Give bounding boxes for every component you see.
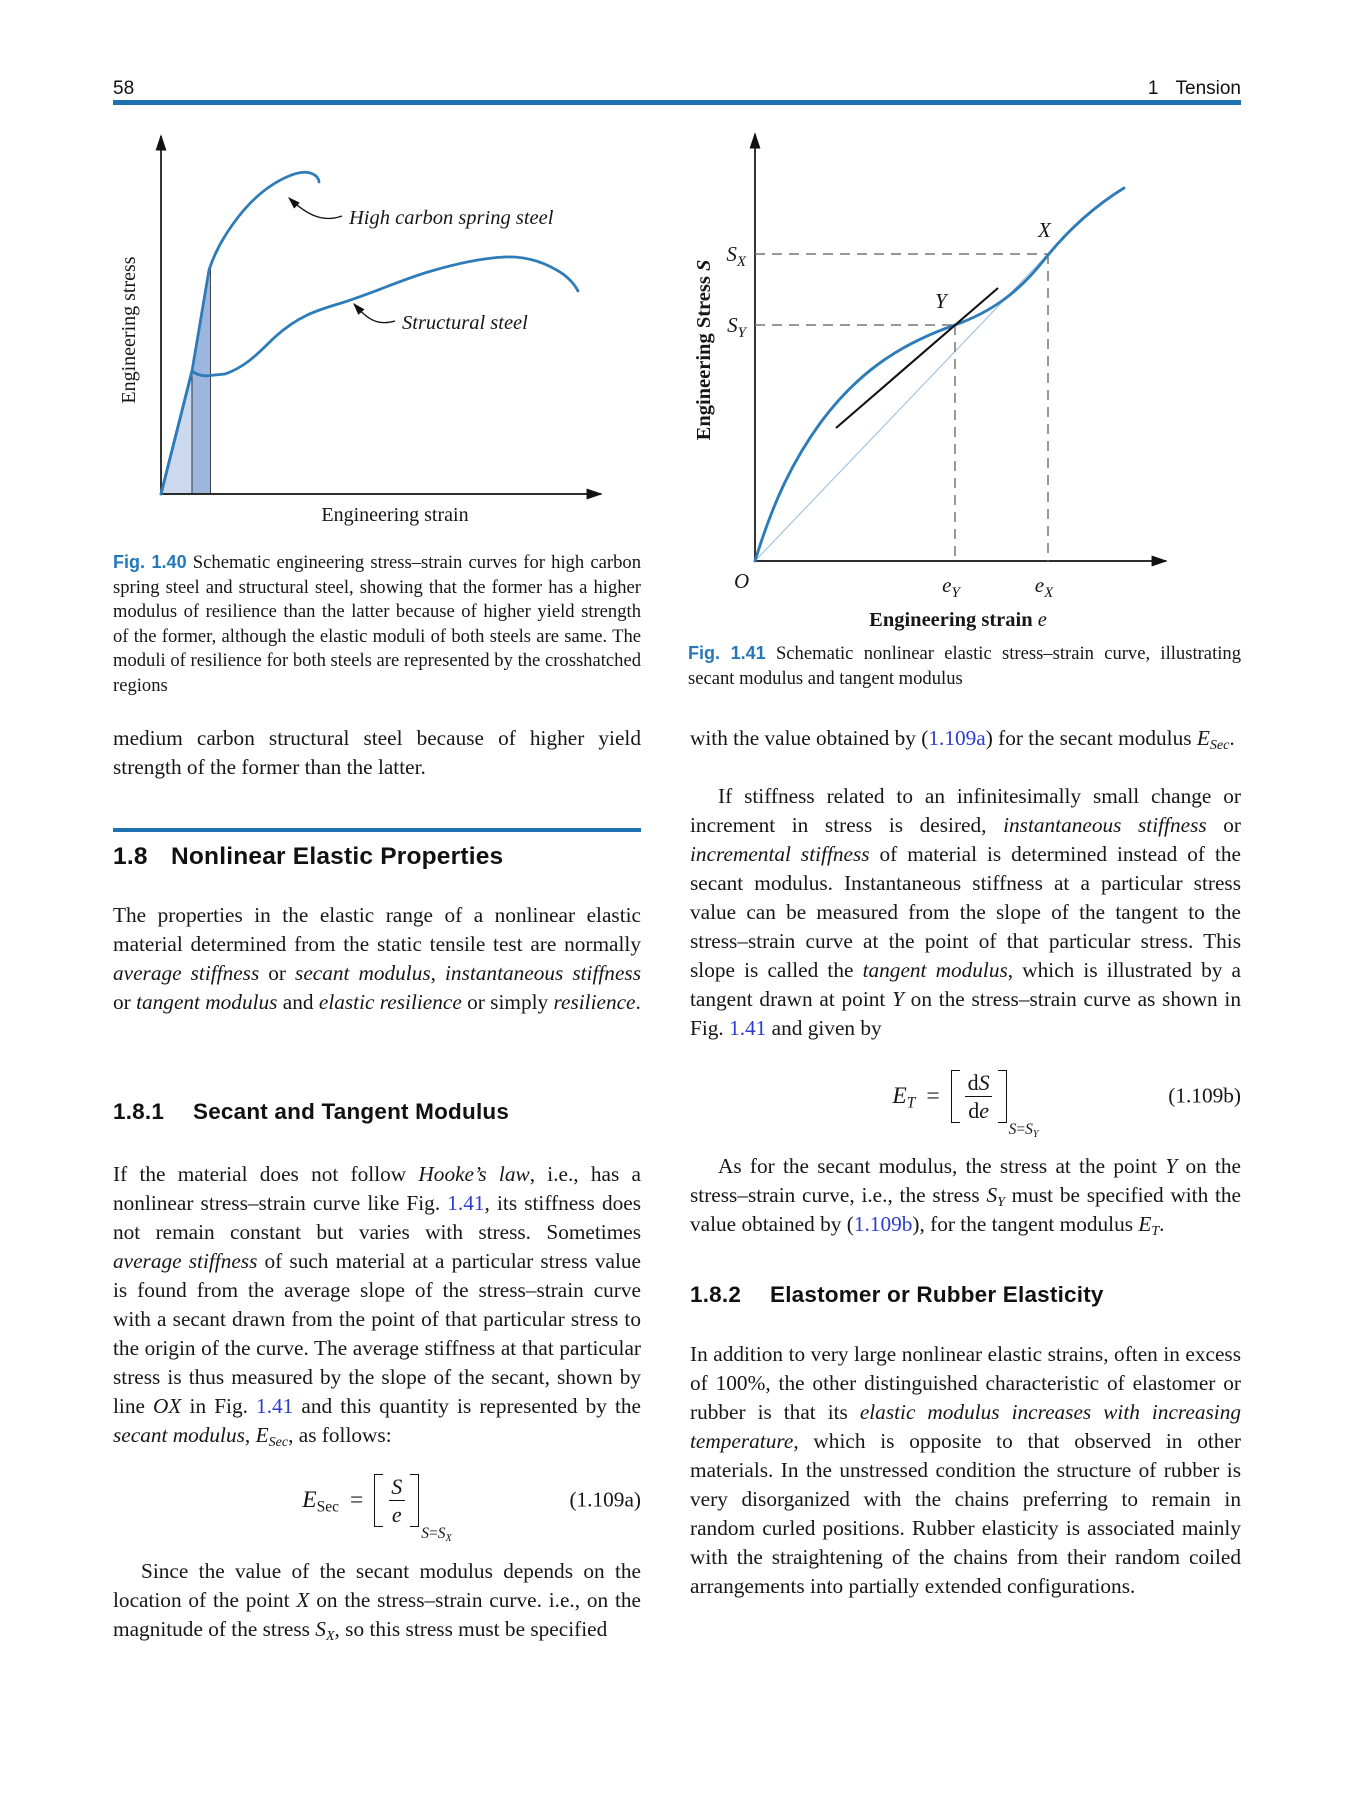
section-number: 1.8.2 xyxy=(690,1282,742,1307)
paragraph: The properties in the elastic range of a… xyxy=(113,903,641,1014)
left-bracket xyxy=(950,1069,960,1123)
section-number: 1.8 xyxy=(113,843,148,870)
point-x-label: X xyxy=(1037,218,1052,242)
page-number: 58 xyxy=(113,78,135,99)
cross-reference-link[interactable]: 1.41 xyxy=(447,1191,485,1215)
equals-sign: = xyxy=(349,1486,364,1513)
stress-strain-curve xyxy=(753,186,1126,563)
paragraph: medium carbon structural steel because o… xyxy=(113,726,641,779)
paragraph: In addition to very large nonlinear elas… xyxy=(690,1342,1241,1598)
paragraph: Since the value of the secant modulus de… xyxy=(113,1559,642,1645)
paragraph: with the value obtained by (1.109a) for … xyxy=(690,726,1235,754)
header-rule xyxy=(113,100,1241,105)
fig-1-41-caption: Fig. 1.41 Schematic nonlinear elastic st… xyxy=(688,643,1241,689)
numerator: S xyxy=(391,1473,403,1499)
equation-1-109a: ESec = S e S=SX (1.109a) xyxy=(113,1452,641,1548)
section-1-8-2-heading: 1.8.2 Elastomer or Rubber Elasticity xyxy=(690,1282,1104,1308)
section-title: Nonlinear Elastic Properties xyxy=(171,843,504,870)
section-title: Elastomer or Rubber Elasticity xyxy=(770,1282,1104,1307)
fraction: S e xyxy=(383,1473,410,1528)
paragraph: As for the secant modulus, the stress at… xyxy=(690,1154,1242,1240)
sx-label: SX xyxy=(726,242,747,270)
numerator: dS xyxy=(967,1069,990,1095)
denominator: e xyxy=(388,1499,405,1528)
running-head-chapter-title: Tension xyxy=(1175,78,1242,99)
left-bracket xyxy=(374,1473,384,1527)
high-carbon-spring-steel-label: High carbon spring steel xyxy=(348,207,554,229)
tangent-line-at-Y xyxy=(835,287,999,429)
fig-1-40-caption: Fig. 1.40 Schematic engineering stress–s… xyxy=(113,552,642,696)
section-1-8-1-heading: 1.8.1 Secant and Tangent Modulus xyxy=(113,1099,509,1125)
equation-1-109b: ET = dS de S=SY (1.109b) xyxy=(690,1048,1241,1144)
fig-1-40-x-axis-label: Engineering strain xyxy=(321,504,468,526)
fig-1-41-y-axis-label: Engineering Stress S xyxy=(693,260,715,441)
curve-high-carbon-spring-steel xyxy=(159,170,321,496)
equals-sign: = xyxy=(926,1082,940,1109)
structural-steel-label: Structural steel xyxy=(402,312,528,334)
high-carbon-label-pointer xyxy=(288,197,343,220)
equation-number: (1.109b) xyxy=(1168,1083,1241,1108)
secant-line-OX xyxy=(754,253,1049,562)
section-1-8-heading: 1.8 Nonlinear Elastic Properties xyxy=(113,843,503,871)
point-y-label: Y xyxy=(935,289,949,313)
paragraph: If the material does not follow Hooke’s … xyxy=(113,1162,641,1451)
paragraph: If stiffness related to an infinitesimal… xyxy=(690,784,1242,1040)
ex-label: eX xyxy=(1035,573,1054,601)
evaluation-condition: S=SY xyxy=(1008,1120,1039,1140)
equation-lhs: ET xyxy=(892,1082,916,1112)
origin-label: O xyxy=(734,569,749,593)
right-bracket xyxy=(410,1473,420,1527)
cross-reference-link[interactable]: 1.109a xyxy=(928,726,986,750)
denominator: de xyxy=(965,1095,993,1124)
section-rule xyxy=(113,828,641,832)
structural-label-pointer xyxy=(353,303,396,324)
running-head-chapter-number: 1 xyxy=(1147,78,1159,99)
cross-reference-link[interactable]: 1.41 xyxy=(256,1394,294,1418)
fig-1-41-chart: SX SY X Y O eY eX Engineering Stress S E… xyxy=(693,132,1168,631)
sy-label: SY xyxy=(727,313,748,341)
cross-reference-link[interactable]: 1.41 xyxy=(729,1016,767,1040)
equation-body: ET = dS de S=SY xyxy=(892,1069,1039,1139)
equation-lhs: ESec xyxy=(302,1486,339,1516)
fig-1-40-y-axis-label: Engineering stress xyxy=(118,256,140,403)
resilience-region-high-carbon-steel xyxy=(191,264,211,495)
evaluation-condition: S=SX xyxy=(421,1524,452,1544)
equation-body: ESec = S e S=SX xyxy=(302,1473,452,1543)
fig-1-40-chart: High carbon spring steel Structural stee… xyxy=(118,134,603,526)
right-bracket xyxy=(997,1069,1007,1123)
cross-reference-link[interactable]: 1.109b xyxy=(853,1212,913,1236)
ey-label: eY xyxy=(942,573,961,601)
section-number: 1.8.1 xyxy=(113,1099,165,1124)
fig-1-41-x-axis-label: Engineering strain e xyxy=(869,609,1047,631)
section-title: Secant and Tangent Modulus xyxy=(193,1099,510,1124)
curve-structural-steel xyxy=(159,255,580,496)
fraction: dS de xyxy=(960,1069,998,1124)
running-head: 1 Tension xyxy=(1090,78,1241,100)
equation-number: (1.109a) xyxy=(569,1487,641,1512)
